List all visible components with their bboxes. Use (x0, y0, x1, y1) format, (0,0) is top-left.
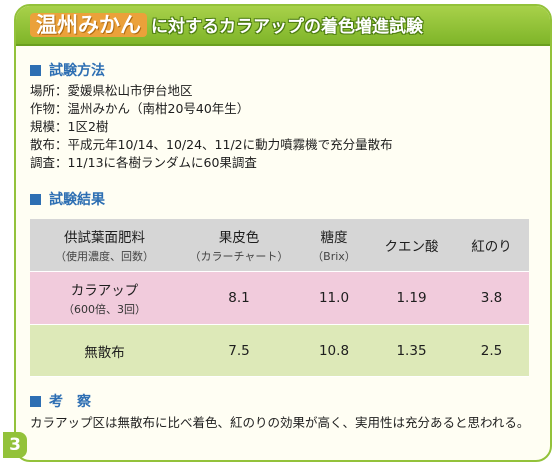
value-cell: 11.0 (299, 271, 369, 325)
square-bullet-icon (30, 65, 41, 76)
square-bullet-icon (30, 194, 41, 205)
results-heading-label: 試験結果 (49, 192, 105, 208)
method-spraying: 散布：平成元年10/14、10/24、11/2に動力噴霧機で充分量散布 (30, 137, 393, 152)
title-bar: 温州みかん に対するカラアップの着色増進試験 (16, 6, 550, 46)
title-sub: に対するカラアップの着色増進試験 (151, 17, 423, 37)
row-name-cell: カラアップ （600倍、3回） (30, 271, 179, 325)
table-row: カラアップ （600倍、3回） 8.1 11.0 1.19 3.8 (30, 271, 529, 325)
results-table: 供試葉面肥料 （使用濃度、回数） 果皮色 （カラーチャート） 糖度 （Brix） クエ… (30, 219, 529, 377)
value-cell: 1.19 (369, 271, 454, 325)
value-cell: 1.35 (369, 324, 454, 377)
row-name-cell: 無散布 (30, 324, 179, 377)
header-peel-color: 果皮色 （カラーチャート） (179, 219, 299, 272)
value-cell: 8.1 (179, 271, 299, 325)
consideration-heading-label: 考 察 (49, 394, 91, 410)
value-cell: 10.8 (299, 324, 369, 377)
results-heading: 試験結果 (30, 191, 105, 209)
consideration-text: カラアップ区は無散布に比べ着色、紅のりの効果が高く、実用性は充分あると思われる。 (30, 415, 530, 430)
header-citric-acid: クエン酸 (369, 219, 454, 272)
method-scale: 規模：1区2樹 (30, 119, 109, 134)
header-fertilizer: 供試葉面肥料 （使用濃度、回数） (30, 219, 179, 272)
method-crop: 作物：温州みかん（南柑20号40年生） (30, 101, 250, 116)
method-heading-label: 試験方法 (49, 63, 105, 79)
table-row: 無散布 7.5 10.8 1.35 2.5 (30, 324, 529, 377)
method-location: 場所：愛媛県松山市伊台地区 (30, 83, 193, 98)
header-beni-nori: 紅のり (454, 219, 529, 272)
value-cell: 7.5 (179, 324, 299, 377)
method-survey: 調査：11/13に各樹ランダムに60果調査 (30, 155, 257, 170)
square-bullet-icon (30, 396, 41, 407)
page-number: 3 (3, 432, 27, 458)
consideration-heading: 考 察 (30, 393, 91, 411)
page-title: 温州みかん に対するカラアップの着色増進試験 (30, 11, 423, 39)
value-cell: 2.5 (454, 324, 529, 377)
value-cell: 3.8 (454, 271, 529, 325)
table-header-row: 供試葉面肥料 （使用濃度、回数） 果皮色 （カラーチャート） 糖度 （Brix） クエ… (30, 219, 529, 272)
method-heading: 試験方法 (30, 62, 105, 80)
title-main: 温州みかん (30, 13, 147, 37)
header-sugar: 糖度 （Brix） (299, 219, 369, 272)
